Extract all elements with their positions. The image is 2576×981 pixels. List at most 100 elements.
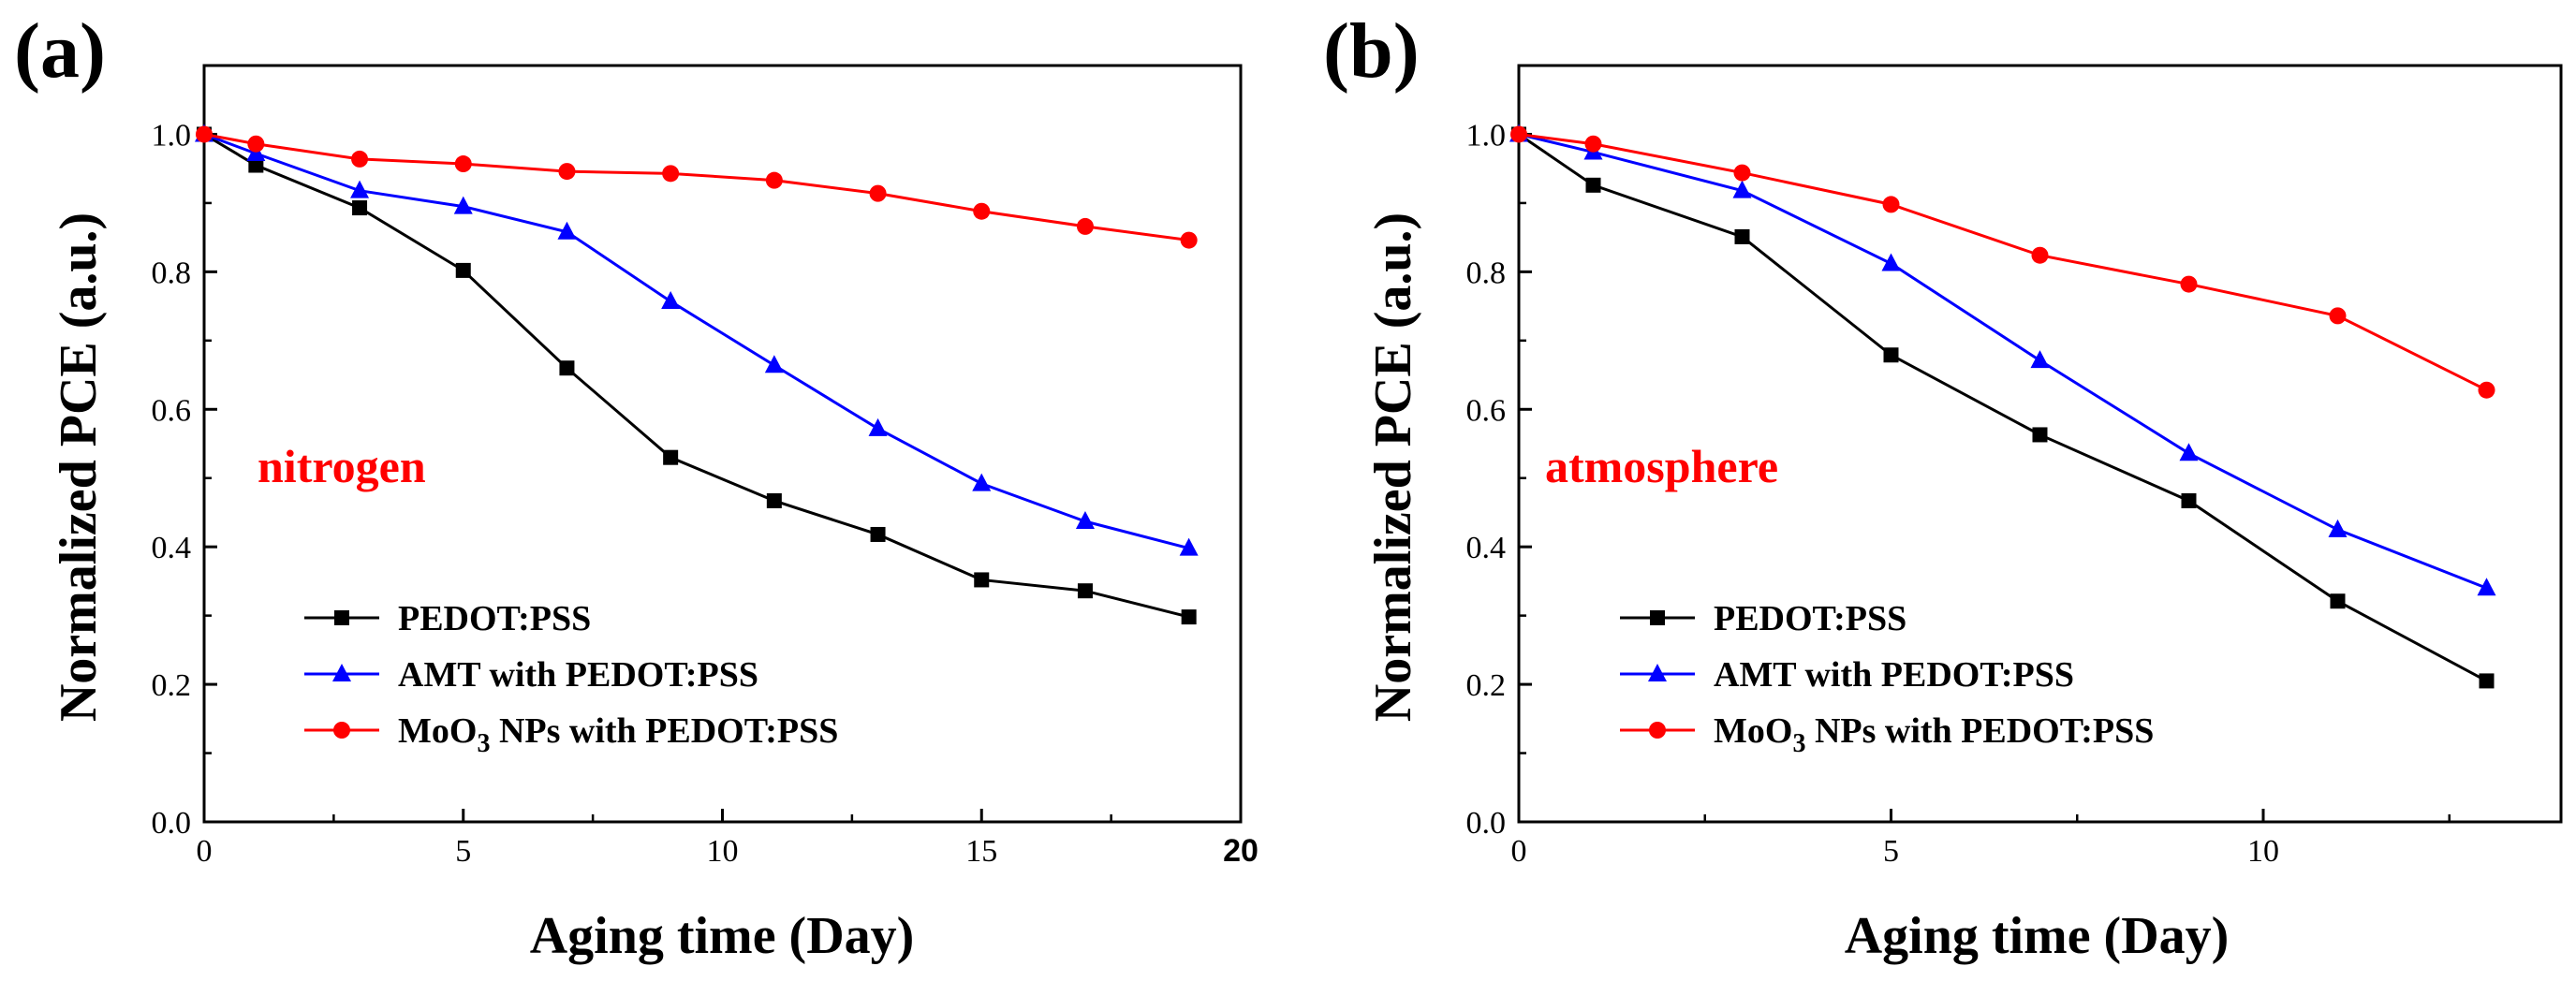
legend-label-part: MoO xyxy=(398,711,477,751)
data-point xyxy=(973,202,991,220)
y-tick-label: 1.0 xyxy=(1466,118,1507,153)
panel-label: (b) xyxy=(1323,7,1420,95)
y-tick-label: 0.4 xyxy=(152,531,192,565)
data-point xyxy=(2328,519,2348,537)
x-axis-label: Aging time (Day) xyxy=(1845,907,2230,965)
data-point xyxy=(1733,164,1751,182)
legend-label-part: NPs with PEDOT:PSS xyxy=(1805,711,2154,751)
y-axis-label: Normalized PCE (a.u.) xyxy=(50,212,108,722)
data-point xyxy=(765,171,783,189)
data-point xyxy=(1510,125,1527,143)
legend-marker xyxy=(334,610,349,625)
data-point xyxy=(1075,511,1095,530)
data-point xyxy=(2180,275,2198,293)
legend-label-subscript: 3 xyxy=(1792,729,1805,758)
y-tick-label: 1.0 xyxy=(152,118,192,153)
x-tick-label: 20 xyxy=(1223,833,1259,869)
x-tick-label: 0 xyxy=(1511,834,1527,869)
data-point xyxy=(1732,180,1752,198)
y-tick-label: 0.6 xyxy=(1466,393,1507,428)
series-line xyxy=(1518,132,2488,590)
data-point xyxy=(2479,673,2495,689)
y-tick-label: 0.4 xyxy=(1466,531,1507,565)
y-tick-label: 0.2 xyxy=(152,668,192,703)
data-point xyxy=(1734,228,1750,244)
x-tick-label: 5 xyxy=(1883,834,1899,869)
x-tick-label: 10 xyxy=(2247,834,2279,869)
data-point xyxy=(974,572,990,588)
data-point xyxy=(2477,578,2496,596)
data-point xyxy=(1883,347,1899,363)
legend-label: MoO3 NPs with PEDOT:PSS xyxy=(398,711,838,758)
y-tick-label: 0.2 xyxy=(1466,668,1507,703)
legend-marker xyxy=(332,664,351,681)
y-tick-label: 0.0 xyxy=(152,806,192,841)
data-point xyxy=(2330,593,2346,609)
legend-label: PEDOT:PSS xyxy=(398,599,591,638)
data-point xyxy=(764,355,784,373)
data-point xyxy=(1881,253,1901,271)
legend-marker xyxy=(1648,664,1667,681)
data-point xyxy=(1076,217,1094,235)
condition-annotation: atmosphere xyxy=(1545,440,1778,492)
data-point xyxy=(663,449,679,465)
data-point xyxy=(2179,443,2199,461)
legend: PEDOT:PSS AMT with PEDOT:PSS MoO3 NPs with… xyxy=(1620,599,2154,758)
data-point xyxy=(558,163,576,181)
data-point xyxy=(247,135,265,153)
x-tick-label: 15 xyxy=(965,834,997,869)
condition-annotation: nitrogen xyxy=(258,440,426,492)
x-axis-label: Aging time (Day) xyxy=(530,907,915,965)
data-point xyxy=(2478,381,2495,399)
data-point xyxy=(661,290,681,309)
legend-label: AMT with PEDOT:PSS xyxy=(398,655,758,695)
panel-a: 0 5 10 15 20 0.0 0.2 0.4 0.6 0.8 1.0 Aging time (Da… xyxy=(14,7,1259,965)
data-point xyxy=(557,221,577,240)
legend: PEDOT:PSS AMT with PEDOT:PSS MoO3 NPs with… xyxy=(304,599,838,758)
data-point xyxy=(1077,583,1093,599)
legend-marker xyxy=(1650,610,1665,625)
legend-label-part: NPs with PEDOT:PSS xyxy=(490,711,838,751)
data-point xyxy=(662,165,680,183)
data-point xyxy=(868,417,888,436)
data-point xyxy=(559,360,575,376)
panel-label: (a) xyxy=(14,7,106,95)
legend-marker xyxy=(333,722,350,739)
data-point xyxy=(1179,537,1199,556)
data-point xyxy=(869,184,887,202)
panel-b: 0 5 10 0.0 0.2 0.4 0.6 0.8 1.0 Aging time (Day) No… xyxy=(1323,7,2563,965)
legend-label-part: MoO xyxy=(1714,711,1792,751)
legend-label-subscript: 3 xyxy=(477,729,490,758)
x-tick-label: 0 xyxy=(197,834,213,869)
data-point xyxy=(972,473,992,491)
data-point xyxy=(454,155,472,173)
data-point xyxy=(351,150,369,168)
data-point xyxy=(2031,246,2049,264)
data-point xyxy=(870,526,886,542)
data-point xyxy=(1584,135,1602,153)
data-point xyxy=(2030,350,2050,369)
data-point xyxy=(352,200,368,216)
data-point xyxy=(2181,492,2197,508)
y-tick-label: 0.0 xyxy=(1466,806,1507,841)
plot-frame xyxy=(1517,64,2563,824)
series-line xyxy=(1518,132,2488,392)
legend-label: AMT with PEDOT:PSS xyxy=(1714,655,2074,695)
legend-marker xyxy=(1649,722,1666,739)
data-point xyxy=(248,157,264,173)
data-point xyxy=(350,180,370,198)
data-point xyxy=(1181,609,1197,625)
data-point xyxy=(2032,427,2048,443)
series-line xyxy=(1518,133,2488,682)
data-point xyxy=(2329,307,2347,325)
data-point xyxy=(1180,231,1198,249)
data-point xyxy=(1882,196,1900,213)
y-tick-label: 0.8 xyxy=(1466,256,1507,290)
legend-label: MoO3 NPs with PEDOT:PSS xyxy=(1714,711,2154,758)
legend-label: PEDOT:PSS xyxy=(1714,599,1906,638)
y-axis-label: Normalized PCE (a.u.) xyxy=(1364,212,1422,722)
series-line xyxy=(203,133,1190,619)
data-point xyxy=(1585,177,1601,193)
data-point xyxy=(766,492,782,508)
